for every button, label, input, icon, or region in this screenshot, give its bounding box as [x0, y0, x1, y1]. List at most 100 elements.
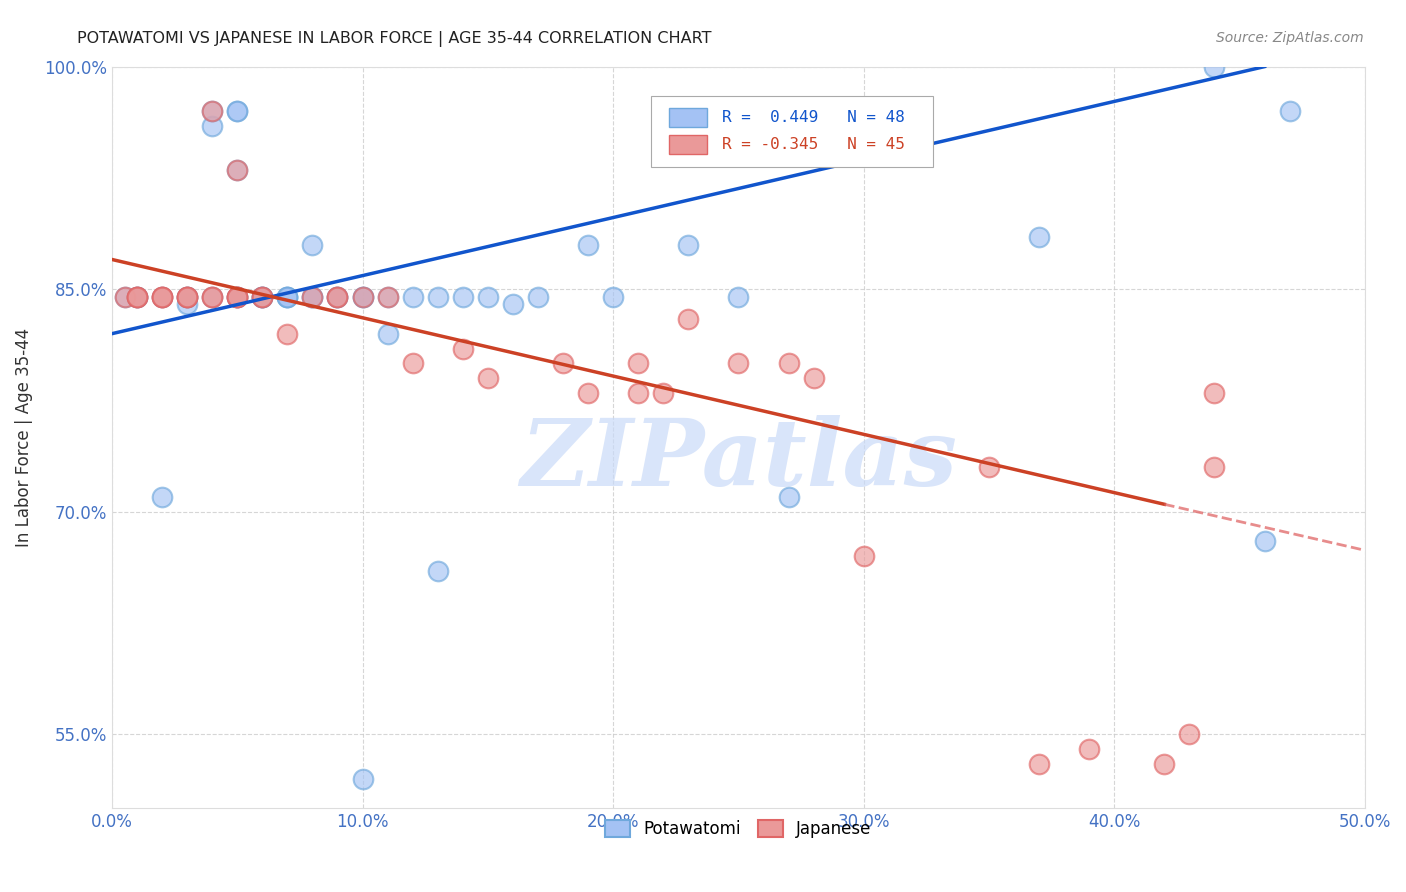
Text: POTAWATOMI VS JAPANESE IN LABOR FORCE | AGE 35-44 CORRELATION CHART: POTAWATOMI VS JAPANESE IN LABOR FORCE | …	[77, 31, 711, 47]
Point	[114, 289, 136, 303]
FancyBboxPatch shape	[669, 135, 707, 154]
Point	[1253, 534, 1275, 549]
Point	[252, 289, 274, 303]
Point	[377, 289, 399, 303]
Point	[352, 289, 374, 303]
Text: R = -0.345   N = 45: R = -0.345 N = 45	[723, 137, 905, 152]
Point	[226, 289, 249, 303]
Point	[125, 289, 148, 303]
Point	[226, 163, 249, 178]
Point	[301, 289, 323, 303]
Point	[477, 289, 499, 303]
FancyBboxPatch shape	[669, 108, 707, 128]
Point	[252, 289, 274, 303]
Point	[176, 289, 198, 303]
Point	[226, 289, 249, 303]
Point	[276, 289, 298, 303]
Point	[176, 289, 198, 303]
Point	[477, 371, 499, 385]
Point	[1204, 386, 1226, 401]
Point	[727, 289, 749, 303]
Text: R =  0.449   N = 48: R = 0.449 N = 48	[723, 111, 905, 125]
Point	[627, 356, 650, 370]
Point	[252, 289, 274, 303]
Point	[352, 772, 374, 786]
Point	[276, 289, 298, 303]
Point	[602, 289, 624, 303]
Point	[226, 104, 249, 119]
Point	[426, 289, 449, 303]
Y-axis label: In Labor Force | Age 35-44: In Labor Force | Age 35-44	[15, 328, 32, 547]
Point	[326, 289, 349, 303]
Point	[150, 490, 173, 504]
Point	[1204, 460, 1226, 475]
Point	[326, 289, 349, 303]
Point	[576, 237, 599, 252]
Point	[352, 289, 374, 303]
Point	[627, 386, 650, 401]
Point	[326, 289, 349, 303]
Point	[201, 104, 224, 119]
Point	[451, 289, 474, 303]
Point	[276, 326, 298, 341]
Point	[176, 289, 198, 303]
Point	[226, 104, 249, 119]
Point	[301, 237, 323, 252]
Point	[252, 289, 274, 303]
Point	[176, 289, 198, 303]
Point	[451, 342, 474, 356]
Point	[803, 371, 825, 385]
Point	[226, 289, 249, 303]
Point	[201, 289, 224, 303]
Point	[652, 386, 675, 401]
Point	[201, 289, 224, 303]
Point	[426, 564, 449, 578]
Point	[401, 289, 423, 303]
Point	[551, 356, 574, 370]
Point	[778, 490, 800, 504]
Legend: Potawatomi, Japanese: Potawatomi, Japanese	[599, 814, 879, 845]
Point	[125, 289, 148, 303]
Point	[226, 163, 249, 178]
Point	[125, 289, 148, 303]
Point	[576, 386, 599, 401]
Point	[1178, 727, 1201, 741]
Point	[252, 289, 274, 303]
Point	[1078, 742, 1101, 756]
Point	[377, 326, 399, 341]
Point	[977, 460, 1000, 475]
Point	[201, 119, 224, 133]
Point	[226, 289, 249, 303]
Point	[778, 356, 800, 370]
Point	[401, 356, 423, 370]
Point	[678, 311, 700, 326]
Point	[201, 104, 224, 119]
Point	[352, 289, 374, 303]
Point	[502, 297, 524, 311]
Point	[201, 289, 224, 303]
Point	[176, 297, 198, 311]
Point	[678, 237, 700, 252]
Point	[114, 289, 136, 303]
Point	[301, 289, 323, 303]
Text: Source: ZipAtlas.com: Source: ZipAtlas.com	[1216, 31, 1364, 45]
Point	[276, 289, 298, 303]
Point	[150, 289, 173, 303]
Point	[301, 289, 323, 303]
Point	[727, 356, 749, 370]
Point	[1204, 60, 1226, 74]
Text: ZIPatlas: ZIPatlas	[520, 415, 957, 505]
FancyBboxPatch shape	[651, 96, 932, 167]
Point	[176, 289, 198, 303]
Point	[527, 289, 550, 303]
Point	[125, 289, 148, 303]
Point	[150, 289, 173, 303]
Point	[377, 289, 399, 303]
Point	[326, 289, 349, 303]
Point	[226, 289, 249, 303]
Point	[852, 549, 875, 564]
Point	[1028, 756, 1050, 771]
Point	[1153, 756, 1175, 771]
Point	[150, 289, 173, 303]
Point	[125, 289, 148, 303]
